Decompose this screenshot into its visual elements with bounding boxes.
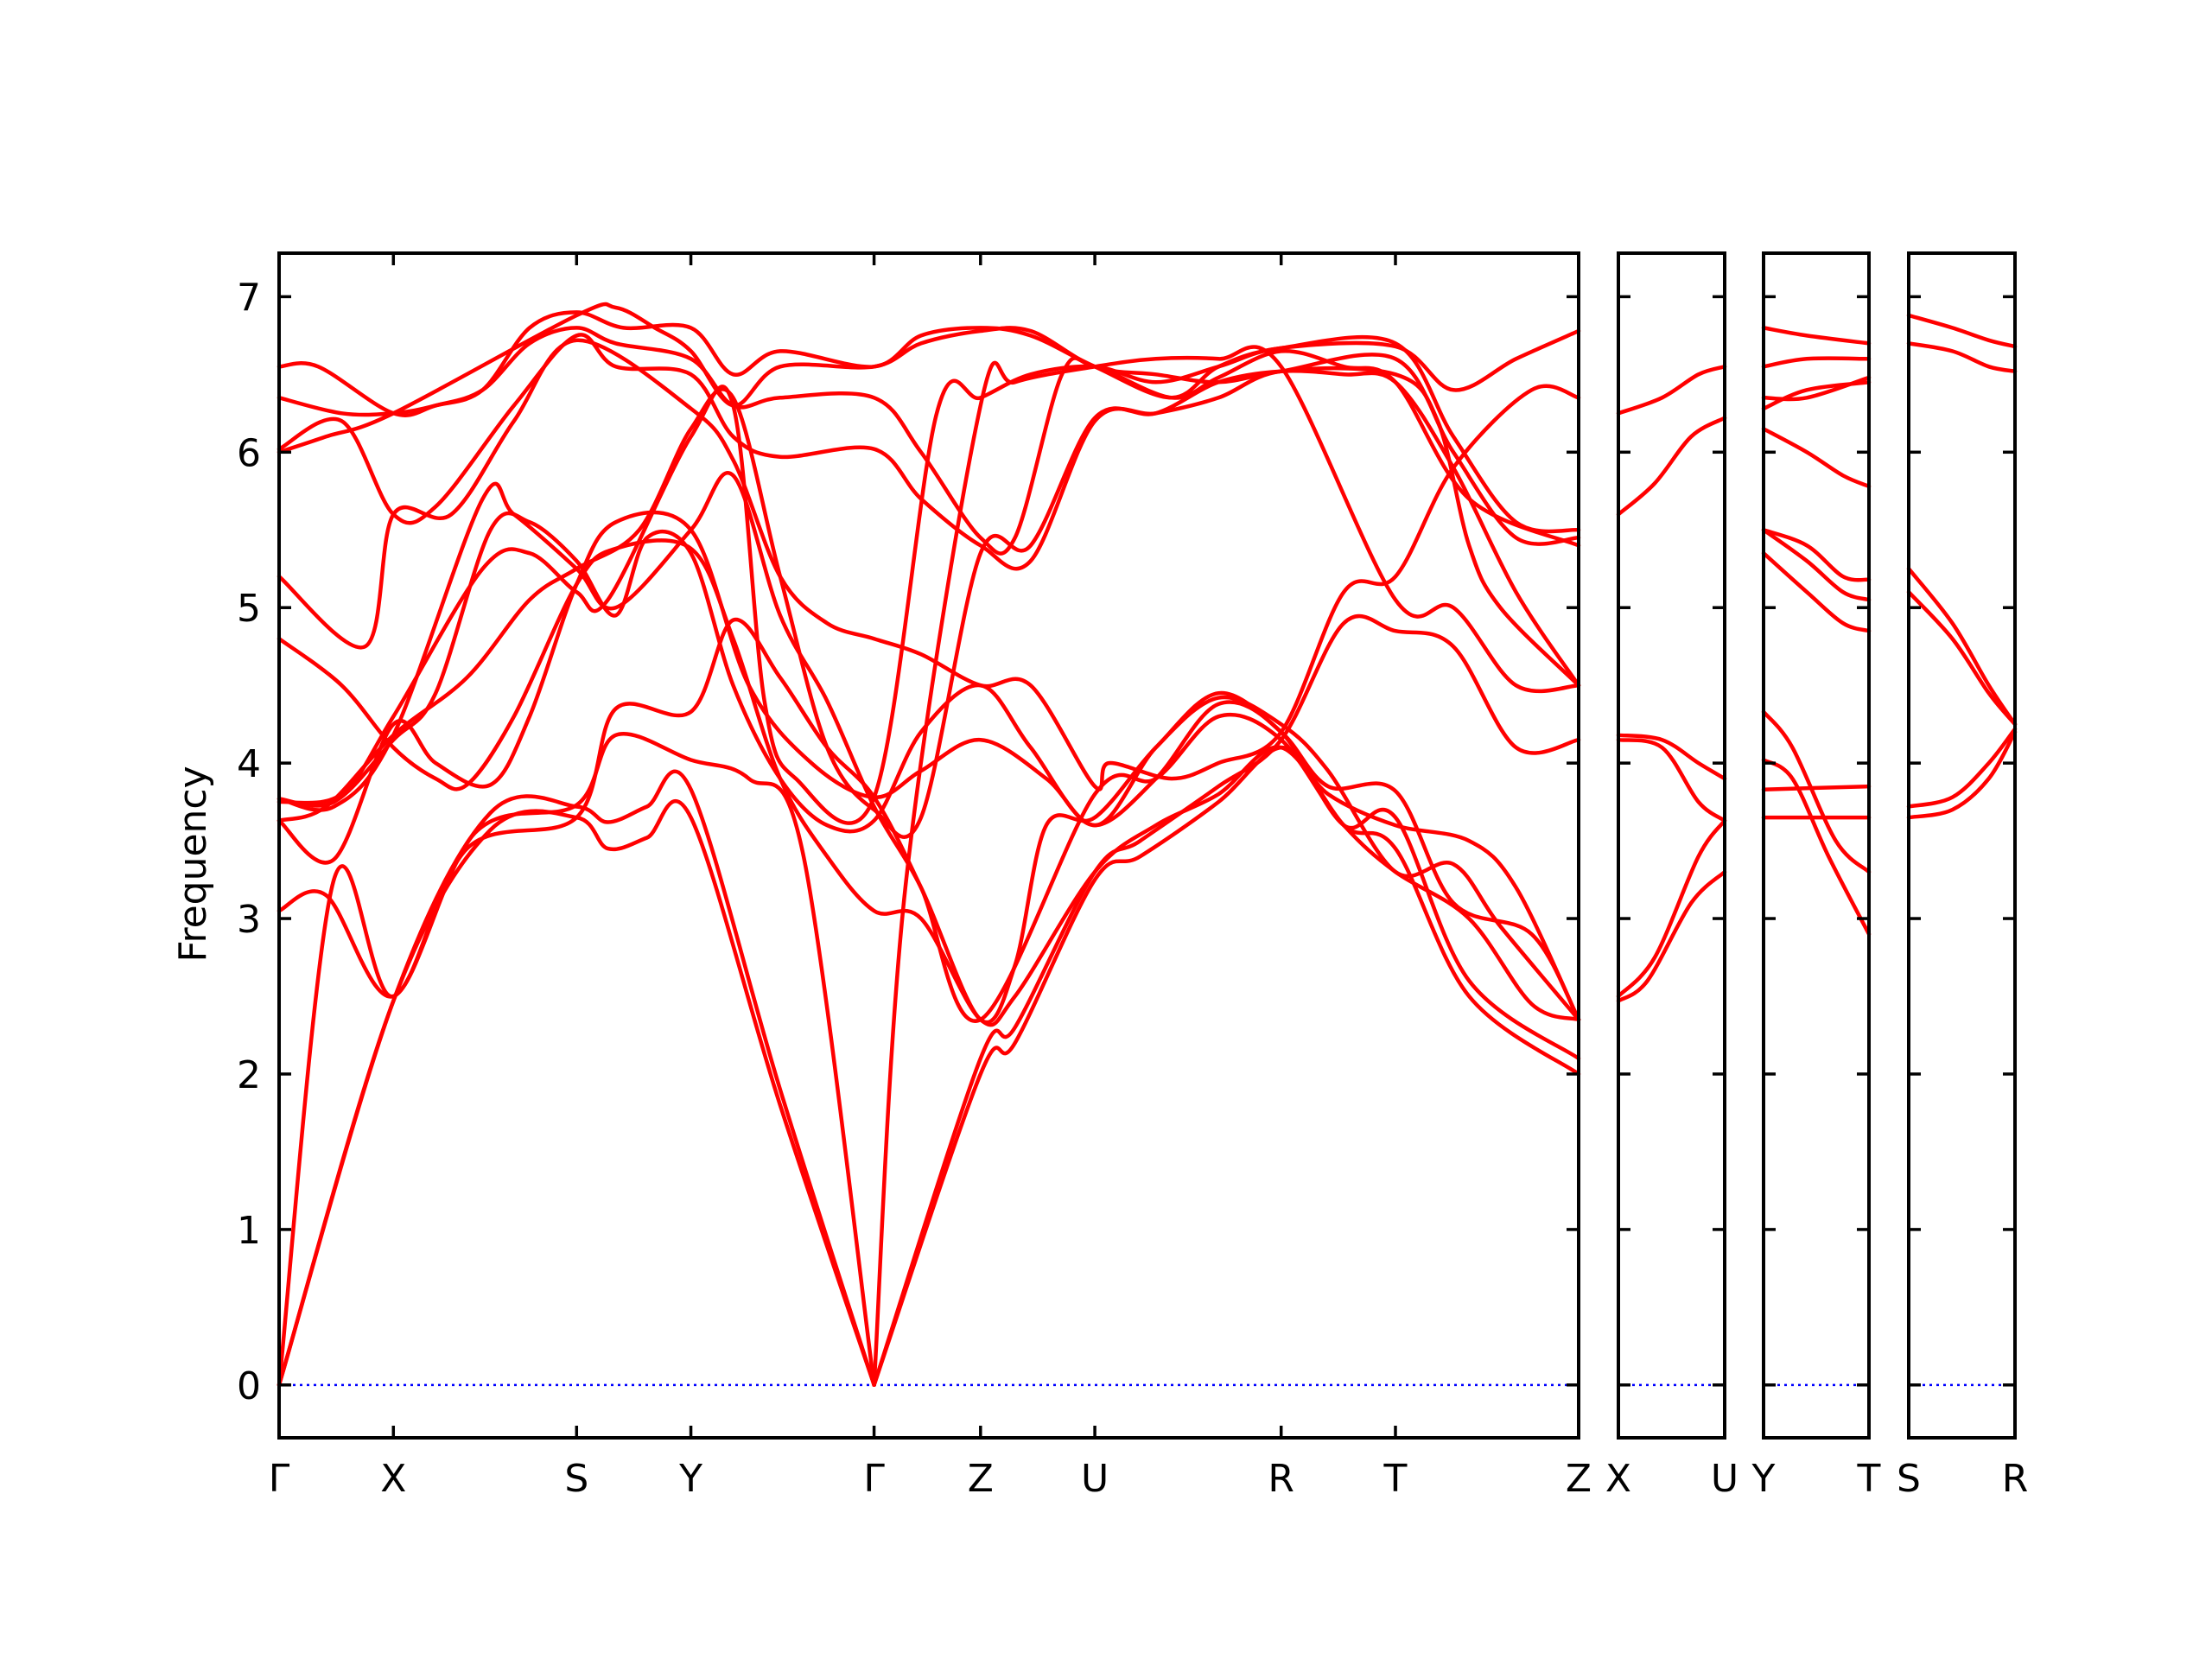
band-line-1	[1616, 869, 1727, 1003]
x-tick-label: Z	[968, 1457, 994, 1501]
y-tick-label: 7	[237, 276, 261, 320]
x-tick-label: S	[1897, 1457, 1921, 1501]
band-series	[1616, 365, 1727, 1003]
band-line-10	[1761, 375, 1872, 402]
band-line-8	[276, 538, 1581, 1027]
y-tick-label: 4	[237, 742, 261, 786]
band-line-2	[1616, 818, 1727, 999]
band-line-4	[1906, 566, 2018, 727]
band-line-15	[276, 328, 1581, 825]
band-line-2	[1761, 784, 1872, 791]
band-line-3	[1761, 758, 1872, 937]
band-line-10	[276, 333, 1581, 688]
band-line-3	[1616, 737, 1727, 823]
y-tick-label: 3	[237, 898, 261, 942]
x-tick-label: Y	[1751, 1457, 1776, 1501]
band-line-14	[276, 369, 1581, 839]
x-tick-label: S	[564, 1457, 588, 1501]
panel-frame	[1762, 251, 1871, 1440]
x-tick-label: R	[1268, 1457, 1294, 1501]
x-tick-label: T	[1857, 1457, 1881, 1501]
panel-frame	[1617, 251, 1726, 1440]
band-line-6	[1761, 528, 1872, 602]
band-series	[1761, 326, 1872, 937]
band-line-4	[1761, 709, 1872, 874]
band-line-7	[1761, 528, 1872, 582]
band-line-1	[1906, 729, 2018, 820]
band-line-1	[276, 799, 876, 1388]
x-tick-label: Y	[678, 1457, 702, 1501]
band-line-2	[276, 769, 876, 1388]
x-tick-label: R	[2002, 1457, 2029, 1501]
x-tick-label: X	[1605, 1457, 1631, 1501]
x-tick-label: T	[1383, 1457, 1408, 1501]
band-line-16	[872, 745, 1581, 1388]
band-line-5	[1906, 341, 2018, 373]
x-tick-label: U	[1081, 1457, 1109, 1501]
band-line-4	[1616, 733, 1727, 781]
band-line-6	[276, 471, 1581, 1025]
y-axis: 0 1 2 3 4 5 6 7	[237, 276, 261, 1408]
y-tick-label: 1	[237, 1209, 261, 1253]
y-tick-label: 5	[237, 587, 261, 631]
band-line-7	[276, 511, 1581, 1022]
x-tick-label: Z	[1566, 1457, 1592, 1501]
band-line-8	[1761, 427, 1872, 489]
y-tick-label: 0	[237, 1364, 261, 1408]
panel-frame	[1907, 251, 2017, 1440]
band-line-6	[1906, 313, 2018, 349]
band-line-5	[1761, 550, 1872, 633]
y-tick-label: 6	[237, 431, 261, 475]
band-line-13	[276, 302, 1581, 546]
band-line-3	[276, 732, 876, 1388]
y-tick-label: 2	[237, 1053, 261, 1097]
band-line-6	[1616, 365, 1727, 416]
x-tick-label: Γ	[269, 1457, 290, 1501]
x-tick-label: X	[380, 1457, 406, 1501]
band-series	[276, 302, 1581, 1388]
band-line-12	[1761, 326, 1872, 346]
band-line-11	[276, 326, 1581, 556]
band-series	[1906, 313, 2018, 820]
panel-frame	[277, 251, 1580, 1440]
band-line-11	[1761, 356, 1872, 369]
band-line-18	[872, 345, 1581, 1388]
x-tick-label: U	[1711, 1457, 1738, 1501]
y-axis-label: Frequency	[171, 766, 215, 962]
band-line-3	[1906, 589, 2018, 727]
band-line-2	[1906, 727, 2018, 809]
x-tick-label: Γ	[863, 1457, 885, 1501]
band-line-5	[1616, 416, 1727, 517]
band-line-9	[276, 338, 1581, 791]
band-line-17	[872, 613, 1581, 1388]
